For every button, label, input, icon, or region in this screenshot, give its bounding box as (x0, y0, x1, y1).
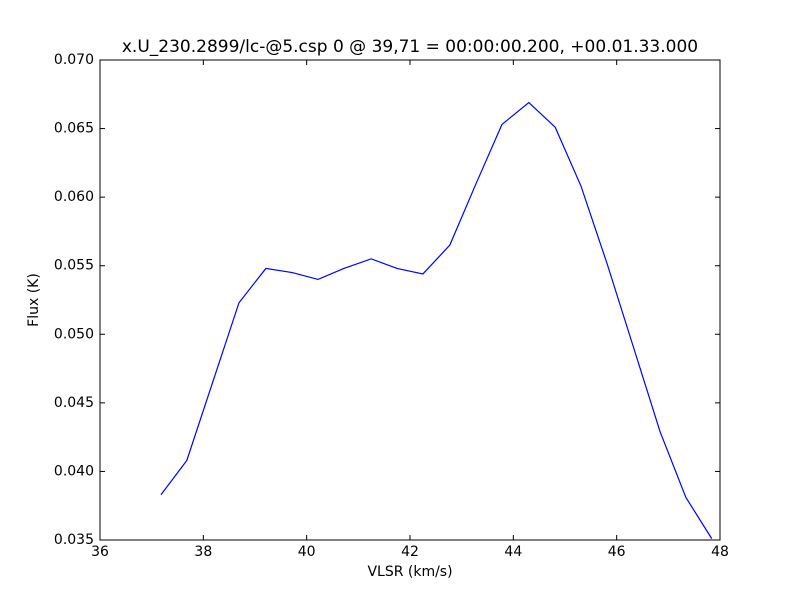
x-tick-label: 46 (608, 544, 626, 560)
y-tick-label: 0.065 (54, 121, 94, 137)
y-tick-label: 0.040 (54, 463, 94, 479)
y-tick-label: 0.070 (54, 52, 94, 68)
y-tick-label: 0.035 (54, 532, 94, 548)
x-tick-label: 38 (194, 544, 212, 560)
x-tick-label: 36 (91, 544, 109, 560)
y-tick-label: 0.045 (54, 395, 94, 411)
y-tick-label: 0.055 (54, 258, 94, 274)
x-axis-label: VLSR (km/s) (367, 564, 452, 580)
data-line (160, 101, 713, 539)
y-tick-label: 0.060 (54, 189, 94, 205)
y-axis-label: Flux (K) (26, 273, 42, 327)
chart-title: x.U_230.2899/lc-@5.csp 0 @ 39,71 = 00:00… (122, 37, 698, 57)
y-tick-label: 0.050 (54, 326, 94, 342)
x-tick-label: 40 (298, 544, 316, 560)
x-tick-label: 44 (504, 544, 522, 560)
x-tick-label: 42 (401, 544, 419, 560)
x-tick-label: 48 (711, 544, 729, 560)
